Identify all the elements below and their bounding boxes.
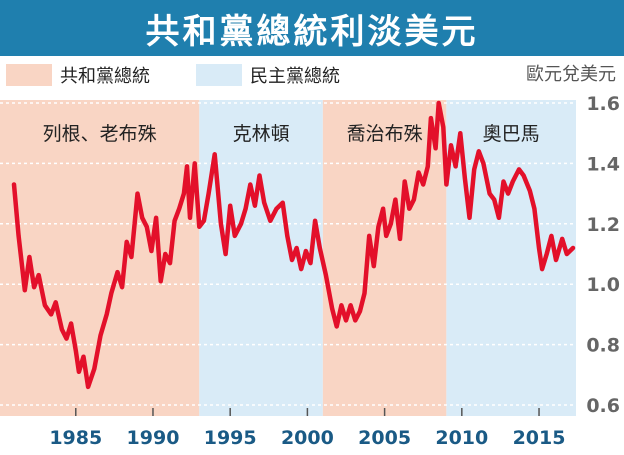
x-tick-label-1: 1990 [127, 427, 180, 449]
y-tick-label-1: 0.8 [586, 335, 620, 357]
y-tick-label-4: 1.4 [586, 153, 620, 175]
title-bar: 共和黨總統利淡美元 [0, 0, 624, 56]
legend-item-democratic: 民主黨總統 [196, 62, 340, 88]
unit-label: 歐元兌美元 [526, 64, 616, 85]
era-label-1: 克林頓 [233, 123, 290, 145]
legend-label-democratic: 民主黨總統 [250, 66, 340, 87]
era-labels: 列根、老布殊 克林頓 喬治布殊 奧巴馬 [43, 123, 540, 145]
y-axis-ticks: 0.6 0.8 1.0 1.2 1.4 1.6 [586, 93, 620, 417]
chart-title: 共和黨總統利淡美元 [145, 11, 479, 52]
x-axis-ticks: 1985 1990 1995 2000 2005 2010 2015 [49, 408, 565, 449]
era-band-2 [322, 100, 447, 416]
legend-label-republican: 共和黨總統 [60, 66, 150, 87]
series-line [11, 100, 576, 390]
y-tick-label-2: 1.0 [586, 274, 620, 296]
x-tick-label-5: 2010 [435, 427, 488, 449]
era-label-2: 喬治布殊 [347, 123, 423, 145]
era-label-0: 列根、老布殊 [43, 123, 157, 145]
y-tick-label-5: 1.6 [586, 93, 620, 115]
x-tick-label-6: 2015 [513, 427, 566, 449]
x-tick-label-0: 1985 [49, 427, 102, 449]
legend-swatch-democratic [196, 64, 242, 86]
y-tick-label-0: 0.6 [586, 395, 620, 417]
era-bands [0, 100, 576, 416]
y-tick-label-3: 1.2 [586, 214, 620, 236]
legend: 共和黨總統 民主黨總統 [0, 58, 624, 92]
legend-swatch-republican [6, 64, 52, 86]
x-tick-label-2: 1995 [204, 427, 257, 449]
gridlines [0, 102, 576, 406]
x-tick-label-3: 2000 [281, 427, 334, 449]
era-label-3: 奧巴馬 [483, 123, 540, 145]
legend-item-republican: 共和黨總統 [6, 62, 150, 88]
x-tick-label-4: 2005 [358, 427, 411, 449]
